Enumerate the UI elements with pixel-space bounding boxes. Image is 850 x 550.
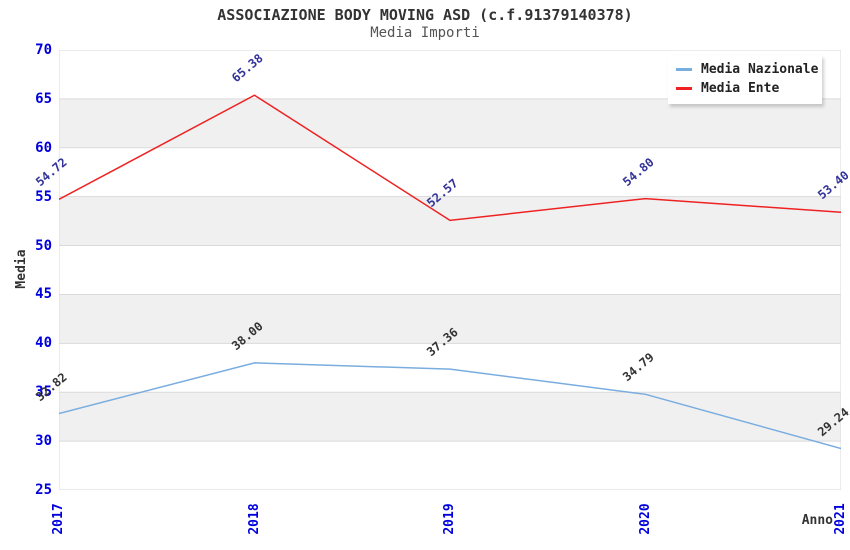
- y-tick-label: 30: [35, 433, 52, 450]
- plot-band: [59, 294, 841, 344]
- x-tick-label: 2018: [246, 503, 262, 535]
- y-tick-label: 40: [35, 335, 52, 352]
- plot-band: [59, 147, 841, 197]
- series-line-media-ente: [59, 94, 841, 222]
- series-line-media-nazionale: [59, 362, 841, 450]
- y-tick-label: 50: [35, 237, 52, 254]
- y-tick-label: 45: [35, 286, 52, 303]
- y-tick-label: 70: [35, 42, 52, 58]
- x-tick-label: 2017: [51, 503, 66, 535]
- y-tick-label: 25: [35, 482, 52, 498]
- y-tick-label: 60: [35, 139, 52, 156]
- chart-subtitle: Media Importi: [370, 25, 480, 41]
- x-tick-label: 2021: [833, 503, 848, 535]
- legend-swatch-icon: [676, 68, 692, 71]
- plot-canvas: [59, 50, 841, 490]
- plot-band: [59, 245, 841, 295]
- plot-area: [59, 50, 841, 490]
- legend-item: Media Ente: [676, 79, 822, 98]
- legend-swatch-icon: [676, 87, 692, 90]
- x-tick-label: 2019: [442, 503, 457, 535]
- x-axis-title: Anno: [801, 513, 833, 528]
- y-axis-title: Media: [14, 249, 29, 289]
- legend: Media Nazionale Media Ente: [668, 55, 822, 104]
- legend-label: Media Nazionale: [701, 62, 819, 77]
- legend-label: Media Ente: [701, 81, 780, 96]
- plot-band: [59, 343, 841, 393]
- plot-band: [59, 392, 841, 442]
- x-tick-label: 2020: [637, 503, 653, 535]
- y-tick-label: 35: [35, 384, 52, 401]
- y-tick-label: 65: [35, 90, 52, 107]
- y-tick-label: 55: [35, 188, 52, 205]
- plot-band: [59, 441, 841, 490]
- plot-band: [59, 98, 841, 148]
- chart-title: ASSOCIAZIONE BODY MOVING ASD (c.f.913791…: [217, 6, 633, 24]
- legend-item: Media Nazionale: [676, 60, 822, 79]
